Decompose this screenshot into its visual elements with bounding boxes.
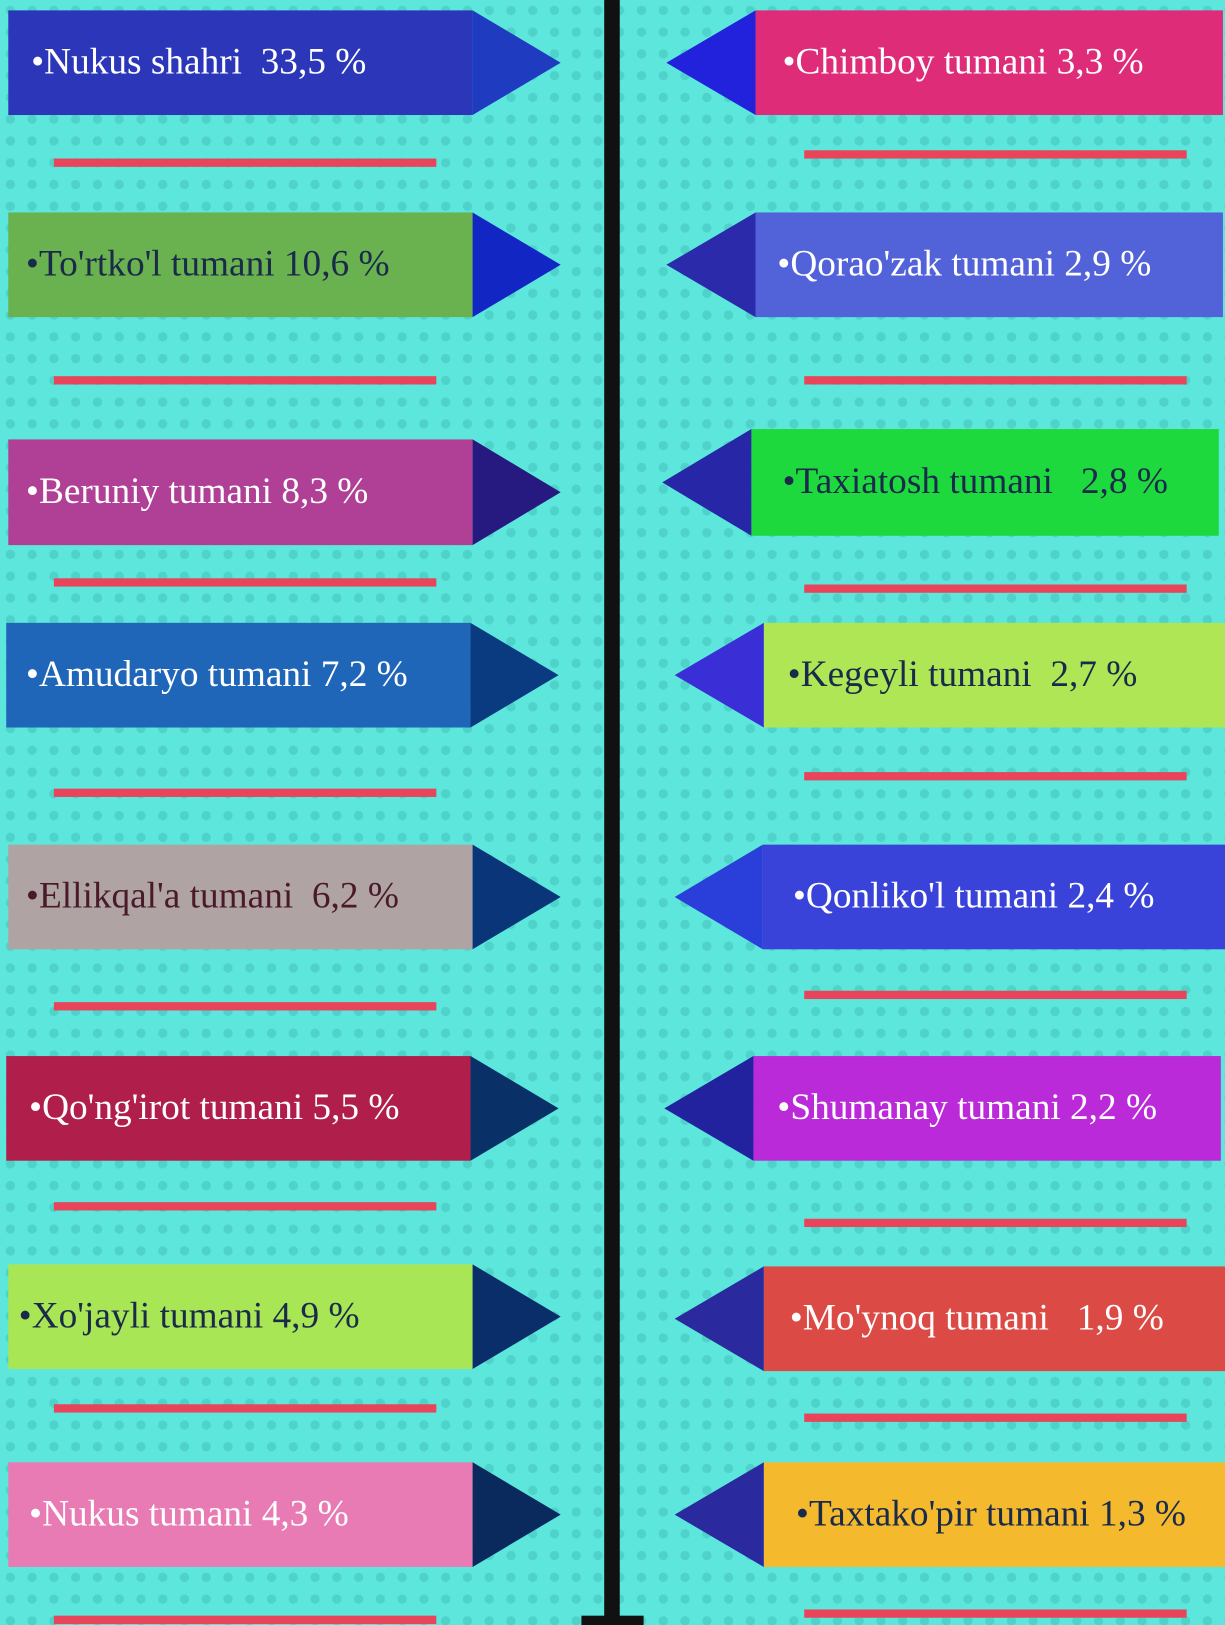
arrow bbox=[674, 844, 763, 950]
arrow bbox=[674, 1266, 764, 1372]
label: •Kegeyli tumani 2,7 % bbox=[788, 654, 1138, 695]
separator bbox=[804, 1218, 1187, 1228]
separator bbox=[53, 1002, 437, 1011]
label: •To'rtko'l tumani 10,6 % bbox=[26, 243, 390, 284]
separator bbox=[804, 150, 1187, 159]
label-box bbox=[755, 212, 1223, 318]
arrow bbox=[662, 429, 752, 536]
label: •Nukus tumani 4,3 % bbox=[29, 1493, 349, 1534]
label: •Qonliko'l tumani 2,4 % bbox=[793, 876, 1155, 917]
label-box bbox=[763, 622, 1225, 728]
label: •Shumanay tumani 2,2 % bbox=[777, 1087, 1157, 1128]
label: •Taxiatosh tumani 2,8 % bbox=[782, 461, 1167, 502]
label: •Nukus shahri 33,5 % bbox=[31, 41, 366, 82]
label-box bbox=[8, 10, 473, 116]
label-box bbox=[762, 844, 1225, 950]
separator bbox=[804, 1413, 1187, 1422]
label-box bbox=[8, 439, 473, 546]
arrow bbox=[674, 622, 764, 728]
arrow bbox=[472, 844, 561, 950]
arrow bbox=[472, 212, 561, 318]
separator bbox=[53, 1615, 437, 1624]
label-box bbox=[8, 844, 473, 950]
label-box bbox=[751, 429, 1219, 536]
separator bbox=[804, 584, 1187, 593]
separator bbox=[53, 1202, 437, 1211]
arrow bbox=[472, 1462, 561, 1567]
label-box bbox=[8, 1462, 473, 1567]
arrow bbox=[666, 10, 756, 116]
arrow bbox=[664, 1056, 754, 1161]
label-box bbox=[8, 212, 473, 318]
label: •Chimboy tumani 3,3 % bbox=[782, 41, 1143, 82]
label: •Xo'jayli tumani 4,9 % bbox=[19, 1295, 360, 1336]
label: •Beruniy tumani 8,3 % bbox=[26, 471, 368, 512]
label: •Qo'ng'irot tumani 5,5 % bbox=[29, 1087, 399, 1128]
label-box bbox=[763, 1266, 1225, 1372]
divider-base bbox=[581, 1615, 644, 1625]
separator bbox=[804, 1609, 1187, 1618]
label-box bbox=[763, 1462, 1225, 1567]
separator bbox=[53, 788, 437, 797]
arrow bbox=[674, 1462, 764, 1567]
label-box bbox=[6, 1056, 471, 1161]
label: •Ellikqal'a tumani 6,2 % bbox=[26, 876, 399, 917]
arrow bbox=[472, 439, 561, 546]
label: •Qorao'zak tumani 2,9 % bbox=[777, 243, 1151, 284]
separator bbox=[53, 376, 437, 385]
separator bbox=[804, 990, 1187, 1000]
arrow bbox=[470, 622, 559, 728]
arrow bbox=[666, 212, 756, 318]
center-divider bbox=[604, 0, 620, 1625]
label-box bbox=[6, 622, 471, 728]
label: •Mo'ynoq tumani 1,9 % bbox=[790, 1297, 1164, 1338]
separator bbox=[804, 376, 1187, 385]
separator bbox=[53, 1404, 437, 1413]
arrow bbox=[472, 10, 561, 116]
label-box bbox=[8, 1264, 473, 1370]
arrow bbox=[472, 1264, 561, 1370]
label: •Amudaryo tumani 7,2 % bbox=[26, 654, 408, 695]
separator bbox=[53, 158, 437, 167]
label-box bbox=[753, 1056, 1221, 1161]
separator bbox=[53, 578, 437, 587]
label-box bbox=[755, 10, 1223, 116]
arrow bbox=[470, 1056, 559, 1161]
separator bbox=[804, 772, 1187, 781]
label: •Taxtako'pir tumani 1,3 % bbox=[796, 1493, 1186, 1534]
